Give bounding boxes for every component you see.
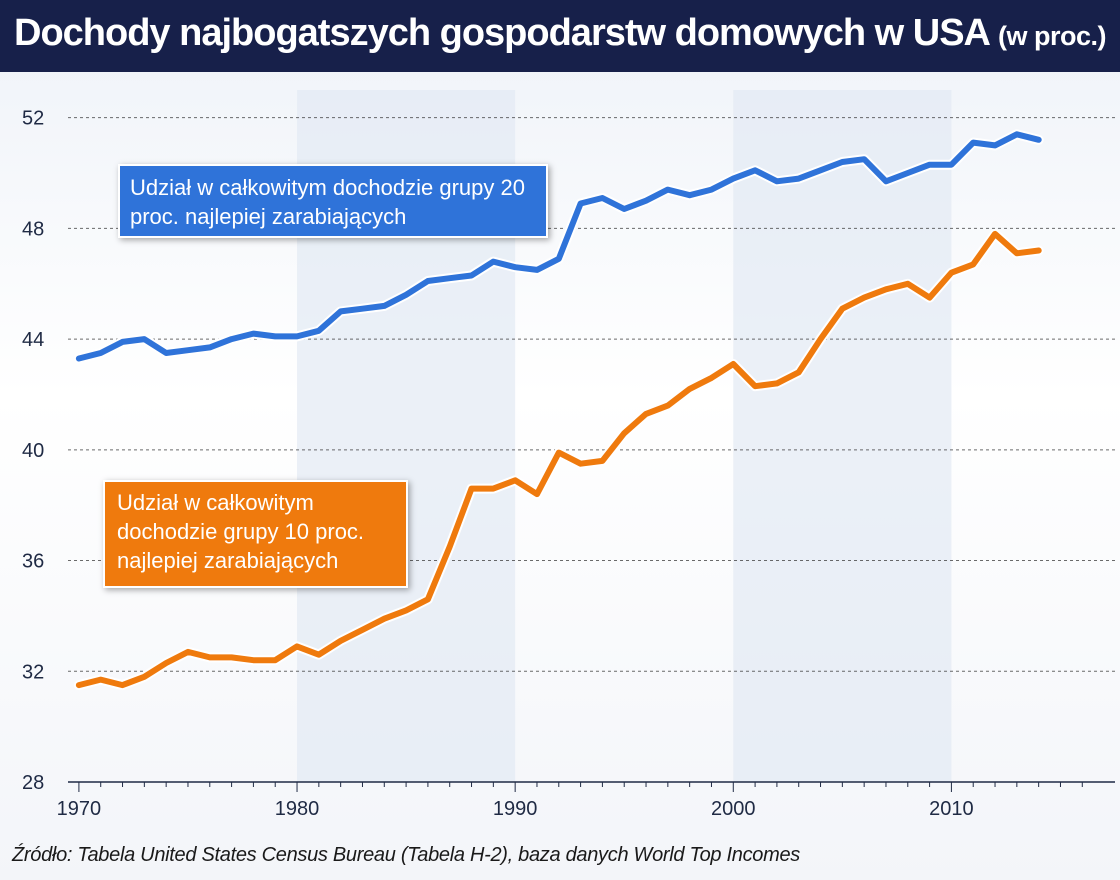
series-line-2	[75, 230, 1042, 689]
decade-band	[733, 90, 952, 782]
callout-top20: Udział w całkowitym dochodzie grupy 20 p…	[118, 164, 548, 238]
series-line-1	[75, 131, 1042, 362]
x-tick-label: 1990	[493, 798, 538, 820]
y-tick-label: 48	[22, 218, 44, 240]
x-tick-label: 2000	[711, 798, 756, 820]
y-tick-label: 52	[22, 108, 44, 130]
series-lines	[73, 129, 1044, 691]
y-tick-label: 36	[22, 551, 44, 573]
y-tick-label: 40	[22, 440, 44, 462]
y-tick-label: 28	[22, 772, 44, 794]
x-tick-label: 2010	[929, 798, 974, 820]
y-tick-label: 32	[22, 661, 44, 683]
title-bar: Dochody najbogatszych gospodarstw domowy…	[0, 0, 1120, 72]
callout-top10: Udział w całkowitym dochodzie grupy 10 p…	[103, 480, 408, 588]
chart-title: Dochody najbogatszych gospodarstw domowy…	[14, 12, 991, 54]
x-tick-label: 1980	[275, 798, 320, 820]
axes: 28 32 36 40 44 48 52 1970 1980 1990 2000 2010	[22, 108, 1115, 820]
x-tick-label: 1970	[57, 798, 102, 820]
y-tick-label: 44	[22, 329, 44, 351]
chart-unit: (w proc.)	[998, 21, 1107, 51]
source-note: Źródło: Tabela United States Census Bure…	[12, 844, 800, 866]
